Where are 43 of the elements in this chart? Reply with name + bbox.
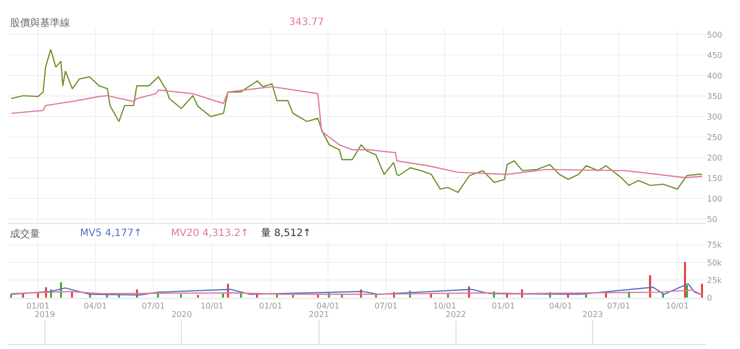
chart-title: 股價與基準線 [10, 17, 70, 29]
x2-tick-label: 2019 [34, 310, 55, 319]
x-tick-label: 10/01 [666, 301, 689, 310]
line-series [10, 48, 703, 193]
y-tick-label: 25k [707, 276, 722, 285]
text: 量 8,512↑ [261, 228, 312, 239]
bar [684, 262, 686, 298]
bar [701, 284, 703, 298]
y-tick-label: 450 [707, 50, 722, 60]
bar [222, 294, 224, 298]
x2-tick-label: 2023 [582, 310, 603, 319]
x-tick-label: 04/01 [549, 301, 572, 310]
x-tick-label: 01/01 [259, 301, 282, 310]
y-tick-label: 0 [707, 294, 712, 303]
x-tick-label: 01/01 [26, 301, 50, 310]
line-series [10, 283, 703, 296]
y-tick-label: 300 [707, 112, 722, 122]
x-tick-label: 07/01 [142, 301, 165, 310]
x-tick-label: 07/01 [607, 301, 630, 310]
line-series [10, 86, 703, 178]
x-tick-label: 01/01 [492, 301, 515, 310]
x2-tick-label: 2021 [308, 310, 330, 319]
y-tick-label: 75k [707, 240, 722, 250]
chart-title: 成交量 [10, 228, 40, 240]
x-tick-label: 04/01 [316, 301, 340, 310]
x-tick-label: 04/01 [84, 301, 107, 310]
y-tick-label: 400 [707, 71, 722, 80]
y-tick-label: 50k [707, 258, 722, 268]
x-tick-label: 10/01 [200, 301, 224, 310]
text: MV5 4,177↑ [80, 228, 142, 239]
y-tick-label: 50 [707, 214, 718, 224]
x-tick-label: 07/01 [374, 301, 398, 310]
y-tick-label: 350 [707, 92, 722, 101]
y-tick-label: 150 [707, 174, 722, 183]
x-tick-label: 10/01 [433, 301, 456, 310]
y-tick-label: 100 [707, 194, 722, 204]
text: MV20 4,313.2↑ [171, 228, 249, 239]
y-tick-label: 200 [707, 153, 722, 162]
text: 343.77 [289, 17, 324, 28]
x2-tick-label: 2022 [446, 310, 466, 319]
y-tick-label: 500 [707, 30, 722, 40]
y-tick-label: 250 [707, 132, 722, 142]
x2-tick-label: 2020 [171, 310, 192, 319]
